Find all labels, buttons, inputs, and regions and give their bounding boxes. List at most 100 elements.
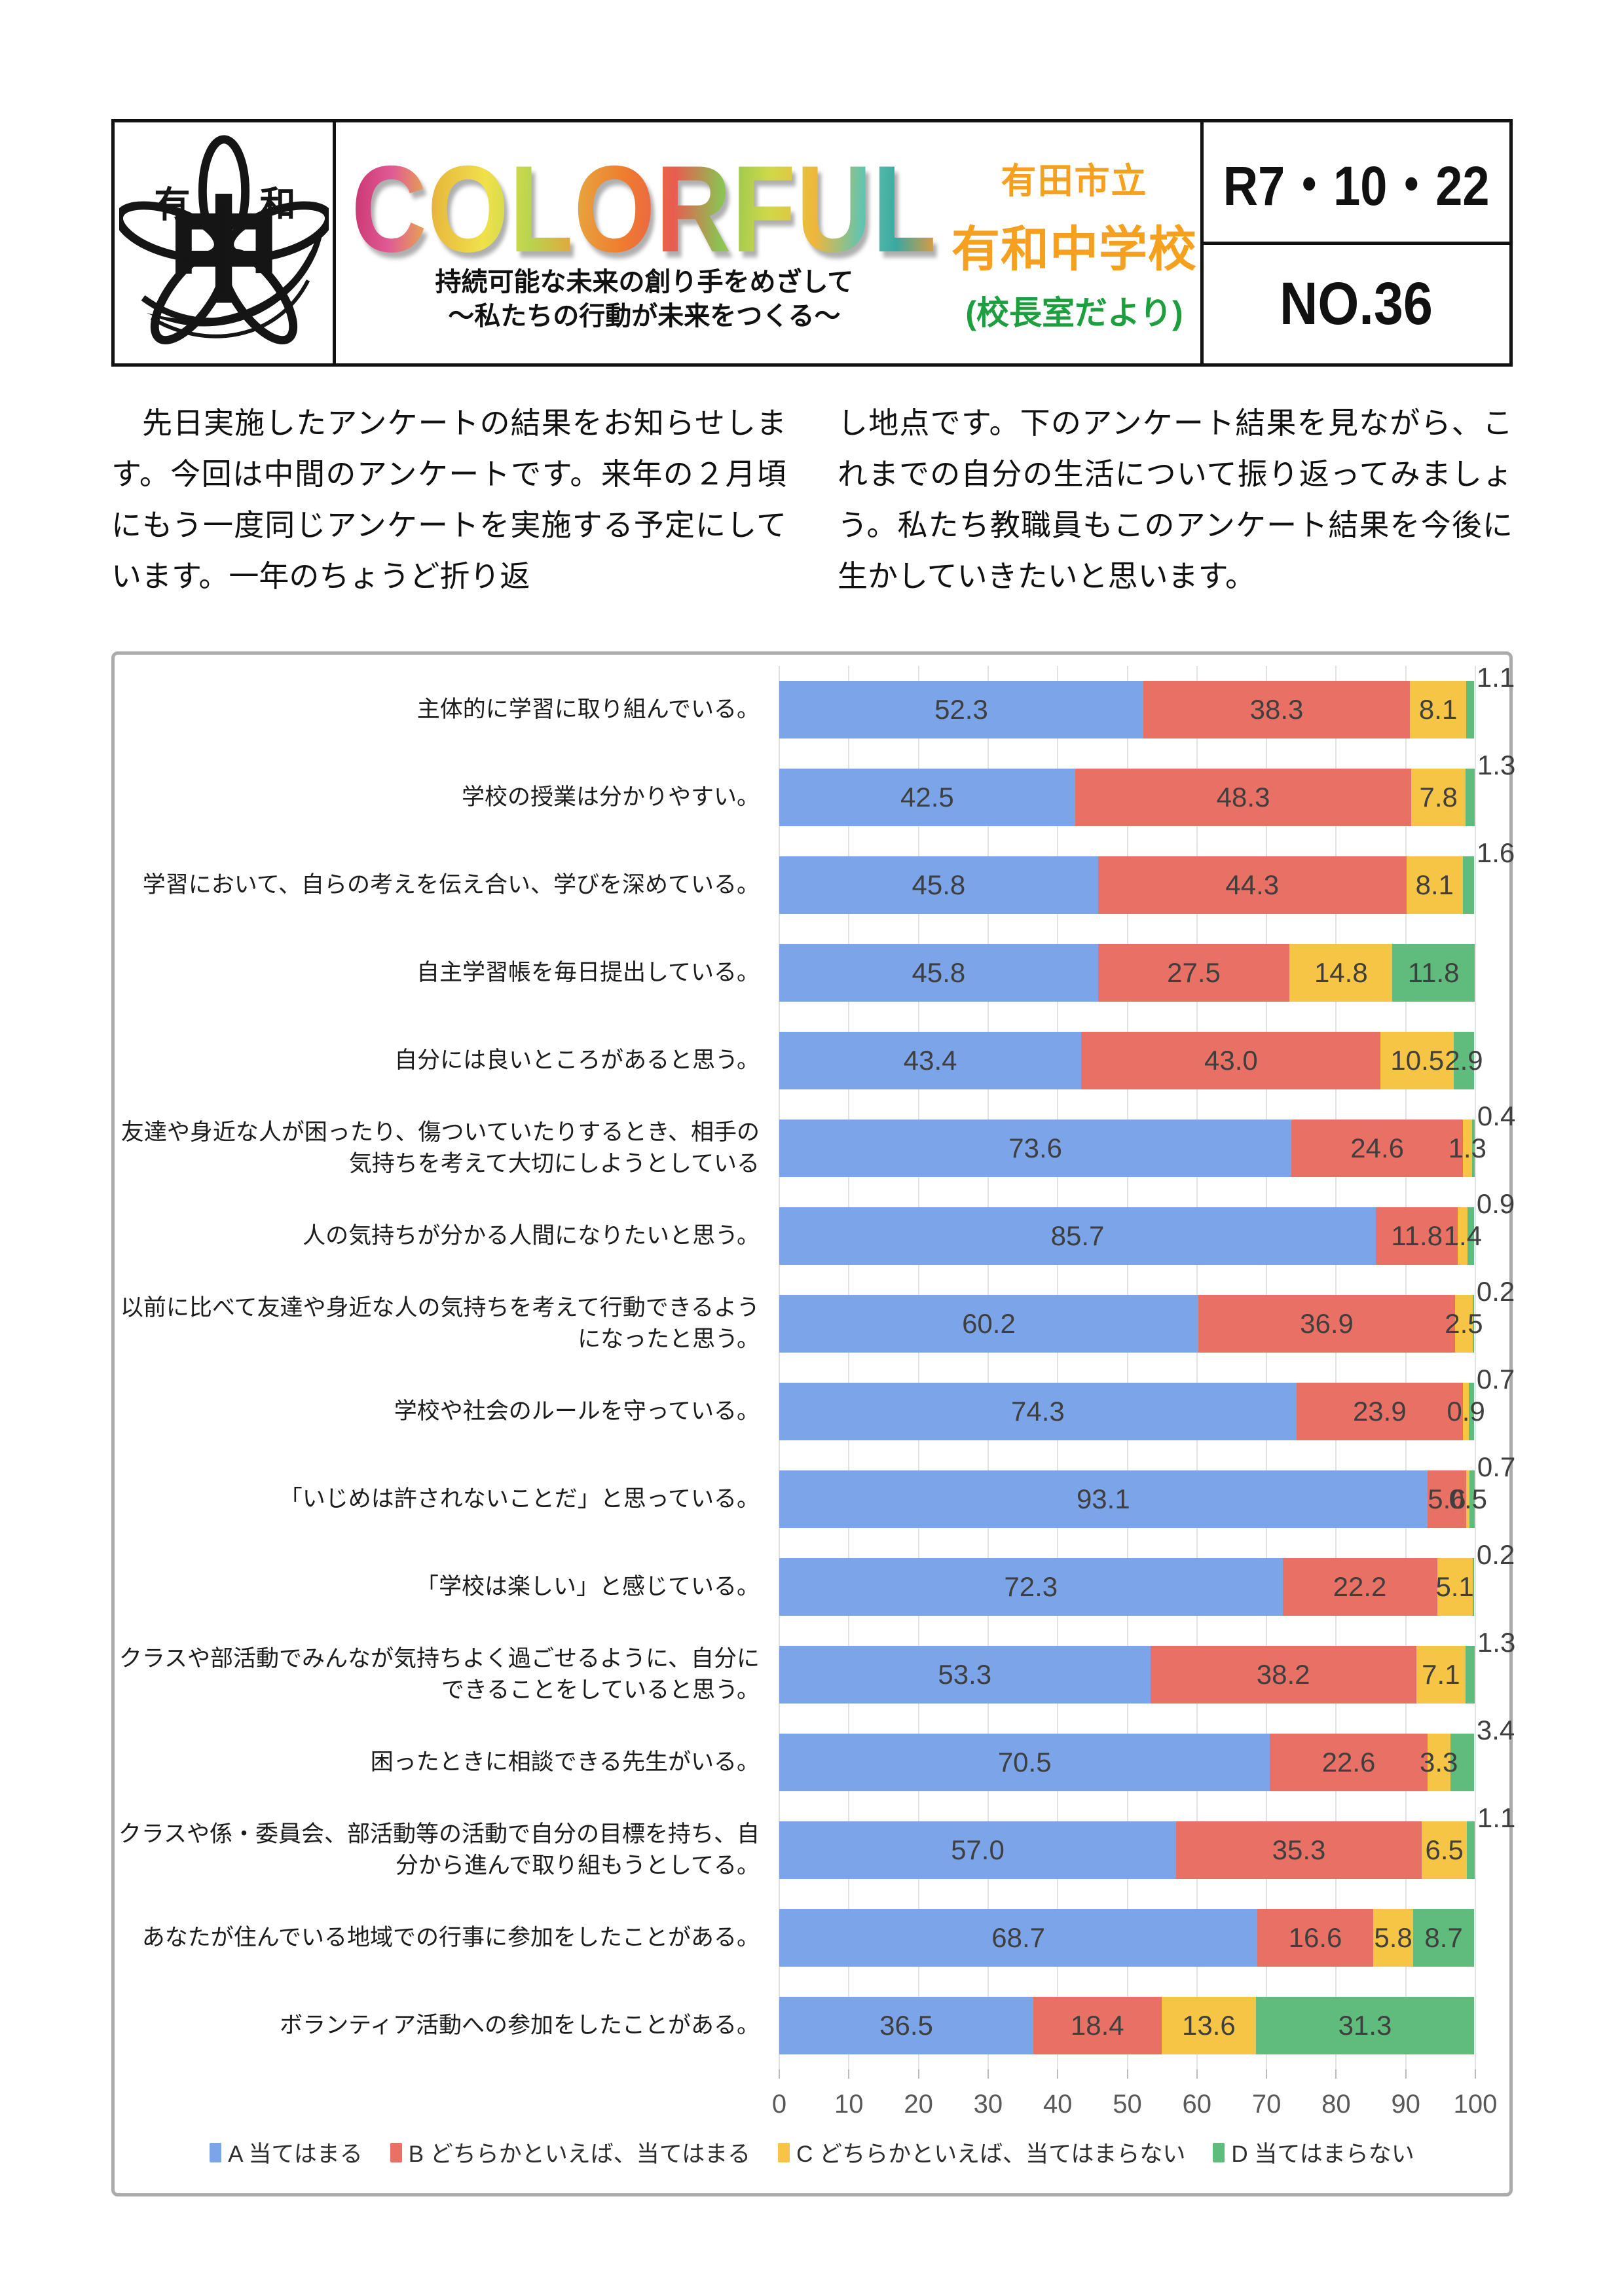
- title-block: COLORFUL 持続可能な未来の創り手をめざして ～私たちの行動が未来をつくる…: [336, 122, 952, 363]
- value-label-b: 27.5: [1167, 957, 1221, 988]
- legend-item-a: A 当てはまる: [210, 2136, 363, 2169]
- value-label-a: 43.4: [903, 1045, 957, 1076]
- bar-segment-c: [1380, 1032, 1454, 1089]
- category-label: 学校や社会のルールを守っている。: [394, 1398, 760, 1424]
- chart-row: 人の気持ちが分かる人間になりたいと思う。 85.7 11.8 1.4 0.9: [115, 1188, 1515, 1280]
- legend-marker-d: [1213, 2142, 1225, 2162]
- bar-track: 73.6 24.6 1.3 0.4: [779, 1101, 1515, 1192]
- value-label-b: 43.0: [1204, 1045, 1258, 1076]
- intro-right-column: し地点です。下のアンケート結果を見ながら、これまでの自分の生活について振り返って…: [838, 407, 1513, 593]
- stacked-bar: [779, 1734, 1475, 1791]
- stacked-bar: [779, 1558, 1475, 1616]
- value-label-d: 1.1: [1476, 662, 1515, 693]
- value-label-c: 1.4: [1443, 1220, 1483, 1251]
- axis-tick-0: [779, 2069, 780, 2079]
- value-label-a: 52.3: [934, 694, 988, 725]
- bar-segment-a: [779, 856, 1098, 914]
- axis-label-90: 90: [1391, 2090, 1420, 2119]
- bar-segment-c: [1410, 681, 1467, 738]
- value-label-c: 0.5: [1449, 1484, 1488, 1514]
- value-label-b: 18.4: [1070, 2010, 1124, 2041]
- chart-row: 主体的に学習に取り組んでいる。 52.3 38.3 8.1 1.1: [115, 662, 1515, 754]
- value-label-a: 93.1: [1076, 1484, 1130, 1514]
- school-name-block: 有田市立 有和中学校 (校長室だより): [951, 122, 1200, 363]
- category-label: 学習において、自らの考えを伝え合い、学びを深めている。: [142, 872, 760, 898]
- legend-label-a: A 当てはまる: [228, 2141, 363, 2167]
- value-label-c: 5.8: [1374, 1922, 1412, 1953]
- gridline-20: [917, 666, 919, 2069]
- value-label-c: 0.9: [1447, 1396, 1485, 1427]
- gridline-50: [1126, 666, 1128, 2069]
- gridline-0: [779, 666, 780, 2069]
- category-label: 友達や身近な人が困ったり、傷ついていたりするとき、相手の気持ちを考えて大切にしよ…: [120, 1120, 760, 1176]
- bar-segment-b: [1075, 769, 1412, 826]
- axis-tick-100: [1475, 2069, 1476, 2079]
- logo-char-right: 和: [259, 184, 295, 225]
- school-name: 有和中学校: [951, 222, 1197, 276]
- value-label-a: 85.7: [1050, 1220, 1105, 1251]
- school-note: (校長室だより): [965, 295, 1183, 331]
- chart-row: 学校や社会のルールを守っている。 74.3 23.9 0.9 0.7: [115, 1364, 1515, 1455]
- bar-track: 93.1 5.6 0.5 0.7: [779, 1451, 1515, 1543]
- legend-item-b: B どちらかといえば、当てはまる: [390, 2136, 750, 2169]
- bar-segment-a: [779, 1032, 1082, 1089]
- bar-segment-a: [779, 944, 1098, 1002]
- bar-segment-b: [1427, 1470, 1467, 1528]
- stacked-bar: [779, 1821, 1475, 1879]
- stacked-bar: [779, 1295, 1475, 1353]
- axis-label-50: 50: [1113, 2090, 1142, 2119]
- gridline-10: [848, 666, 850, 2069]
- logo-char-center: 中: [169, 191, 279, 314]
- bar-segment-d: [1472, 1295, 1474, 1353]
- gridline-60: [1196, 666, 1198, 2069]
- value-label-a: 42.5: [900, 782, 954, 812]
- intro-paragraphs: 先日実施したアンケートの結果をお知らせします。今回は中間のアンケートです。来年の…: [111, 398, 1513, 602]
- school-logo: 有 和 中: [115, 122, 337, 363]
- value-label-c: 14.8: [1314, 957, 1368, 988]
- gridline-100: [1475, 666, 1476, 2069]
- axis-tick-70: [1266, 2069, 1268, 2079]
- bar-track: 43.4 43.0 10.5 2.9: [779, 1017, 1483, 1104]
- value-label-c: 1.3: [1448, 1133, 1486, 1163]
- bar-segment-b: [1198, 1295, 1456, 1353]
- bar-segment-a: [779, 1558, 1283, 1616]
- bar-segment-b: [1270, 1734, 1428, 1791]
- axis-label-70: 70: [1251, 2090, 1282, 2119]
- value-label-c: 13.6: [1181, 2010, 1236, 2041]
- value-label-a: 74.3: [1011, 1396, 1065, 1427]
- value-label-b: 16.6: [1288, 1922, 1342, 1953]
- issue-number: NO.36: [1280, 270, 1433, 337]
- chart-row: クラスや係・委員会、部活動等の活動で自分の目標を持ち、自分から進んで取り組もうと…: [115, 1802, 1515, 1894]
- bar-segment-b: [1282, 1558, 1437, 1616]
- value-label-d: 0.7: [1477, 1451, 1516, 1482]
- survey-chart: 主体的に学習に取り組んでいる。 52.3 38.3 8.1 1.1 学校の授業は分かりやす…: [111, 651, 1515, 2196]
- axis-label-40: 40: [1043, 2090, 1073, 2119]
- header-table: 有 和 中 COLORFUL 持続可能な未来の創り手をめざして ～私たちの行動が…: [111, 119, 1513, 367]
- subtitle-line-2: ～私たちの行動が未来をつくる～: [448, 302, 841, 331]
- bar-segment-b: [1033, 1997, 1162, 2054]
- category-label: 主体的に学習に取り組んでいる。: [416, 697, 760, 722]
- value-label-b: 35.3: [1272, 1834, 1326, 1865]
- bar-track: 85.7 11.8 1.4 0.9: [779, 1188, 1515, 1280]
- chart-row: 友達や身近な人が困ったり、傷ついていたりするとき、相手の気持ちを考えて大切にしよ…: [115, 1101, 1515, 1192]
- bar-segment-d: [1469, 1383, 1474, 1440]
- category-label: 「いじめは許されないことだ」と思っている。: [279, 1486, 760, 1512]
- bar-segment-c: [1462, 1120, 1472, 1177]
- category-label: ボランティア活動への参加をしたことがある。: [280, 2013, 760, 2038]
- chart-row: 「学校は楽しい」と感じている。 72.3 22.2 5.1 0.2: [115, 1539, 1515, 1631]
- stacked-bar: [779, 1997, 1475, 2054]
- value-label-d: 31.3: [1338, 2010, 1392, 2041]
- value-label-d: 8.7: [1424, 1922, 1463, 1953]
- bar-segment-b: [1098, 856, 1407, 914]
- value-label-a: 53.3: [938, 1659, 992, 1690]
- bar-track: 45.8 44.3 8.1 1.6: [779, 837, 1515, 929]
- category-label: 人の気持ちが分かる人間になりたいと思う。: [303, 1223, 760, 1248]
- bar-segment-c: [1161, 1997, 1257, 2054]
- value-label-b: 36.9: [1300, 1308, 1354, 1339]
- value-label-b: 44.3: [1225, 869, 1280, 900]
- chart-row: 以前に比べて友達や身近な人の気持ちを考えて行動できるようになったと思う。 60.2…: [115, 1276, 1515, 1368]
- value-label-b: 23.9: [1352, 1396, 1407, 1427]
- chart-row: ボランティア活動への参加をしたことがある。 36.5 18.4 13.6 31.3: [115, 1982, 1475, 2069]
- stacked-bar: [779, 1207, 1475, 1265]
- bar-segment-a: [779, 681, 1143, 738]
